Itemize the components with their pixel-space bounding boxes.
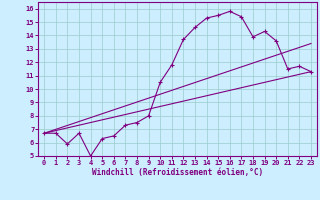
X-axis label: Windchill (Refroidissement éolien,°C): Windchill (Refroidissement éolien,°C) xyxy=(92,168,263,177)
